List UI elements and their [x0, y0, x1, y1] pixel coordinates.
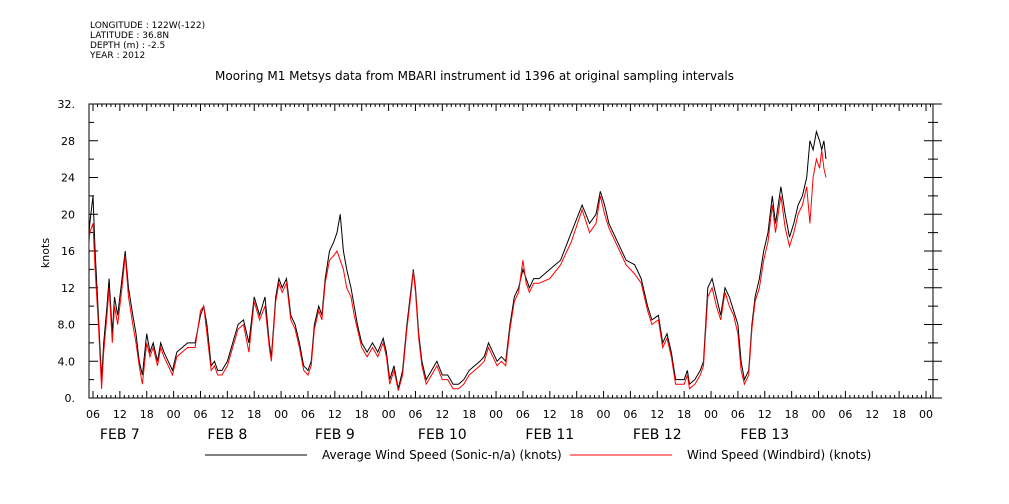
x-tick-label: 12	[758, 408, 772, 421]
x-tick-label: 18	[462, 408, 476, 421]
x-tick-label: 12	[220, 408, 234, 421]
depth-label: DEPTH (m) : -2.5	[90, 41, 166, 51]
x-tick-label: 18	[355, 408, 369, 421]
series-lines	[89, 129, 827, 391]
x-tick-label: 00	[597, 408, 611, 421]
x-tick-label: 18	[570, 408, 584, 421]
y-tick-label: 8.0	[58, 319, 76, 332]
x-day-label: FEB 13	[740, 427, 789, 443]
metadata-block: LONGITUDE : 122W(-122) LATITUDE : 36.8N …	[90, 21, 205, 61]
x-tick-label: 18	[677, 408, 691, 421]
x-day-label: FEB 11	[525, 427, 574, 443]
x-tick-label: 12	[435, 408, 449, 421]
y-tick-label: 32.	[58, 98, 76, 111]
x-tick-label: 00	[382, 408, 396, 421]
x-day-label: FEB 8	[207, 427, 247, 443]
y-tick-label: 20	[61, 208, 75, 221]
x-tick-label: 18	[140, 408, 154, 421]
x-tick-label: 18	[247, 408, 261, 421]
y-tick-label: 12	[61, 282, 75, 295]
x-tick-label: 18	[892, 408, 906, 421]
x-tick-label: 06	[408, 408, 422, 421]
x-tick-label: 12	[543, 408, 557, 421]
x-axis: 06 12 18 00 06 12 18 00 06 12 18 00 06 12 18 00 06 12 18 00…	[86, 104, 933, 443]
series-line-1	[89, 129, 827, 389]
x-day-label: FEB 12	[633, 427, 682, 443]
x-tick-label: 06	[86, 408, 100, 421]
y-tick-label: 4.0	[58, 355, 76, 368]
y-tick-label: 0.	[65, 392, 76, 405]
x-tick-label: 00	[167, 408, 181, 421]
x-day-label: FEB 9	[315, 427, 355, 443]
x-tick-label: 12	[328, 408, 342, 421]
latitude-label: LATITUDE : 36.8N	[90, 31, 170, 41]
x-tick-label: 06	[301, 408, 315, 421]
series-line-2	[89, 149, 827, 391]
y-axis-label: knots	[39, 238, 52, 268]
x-tick-label: 00	[812, 408, 826, 421]
x-tick-label: 06	[731, 408, 745, 421]
chart-title: Mooring M1 Metsys data from MBARI instru…	[215, 69, 734, 83]
legend-label-2: Wind Speed (Windbird) (knots)	[687, 448, 871, 462]
x-tick-label: 00	[274, 408, 288, 421]
x-tick-label: 06	[516, 408, 530, 421]
longitude-label: LONGITUDE : 122W(-122)	[90, 21, 206, 31]
y-tick-label: 28	[61, 135, 75, 148]
x-tick-label: 06	[193, 408, 207, 421]
y-tick-label: 16	[61, 245, 75, 258]
x-tick-label: 18	[785, 408, 799, 421]
x-tick-label: 06	[623, 408, 637, 421]
x-tick-label: 00	[489, 408, 503, 421]
x-day-label: FEB 10	[418, 427, 467, 443]
x-tick-label: 00	[704, 408, 718, 421]
x-tick-label: 12	[650, 408, 664, 421]
x-tick-label: 12	[865, 408, 879, 421]
plot-frame	[88, 103, 934, 399]
legend-label-1: Average Wind Speed (Sonic-n/a) (knots)	[322, 448, 562, 462]
x-tick-label: 06	[838, 408, 852, 421]
year-label: YEAR : 2012	[90, 51, 146, 61]
legend: Average Wind Speed (Sonic-n/a) (knots) Wi…	[205, 448, 871, 462]
x-tick-label: 00	[919, 408, 933, 421]
y-tick-label: 24	[61, 172, 75, 185]
x-tick-label: 12	[113, 408, 127, 421]
y-axis: 0. 4.0 8.0 12 16 20 24 28 32.	[58, 98, 942, 405]
x-day-label: FEB 7	[100, 427, 140, 443]
